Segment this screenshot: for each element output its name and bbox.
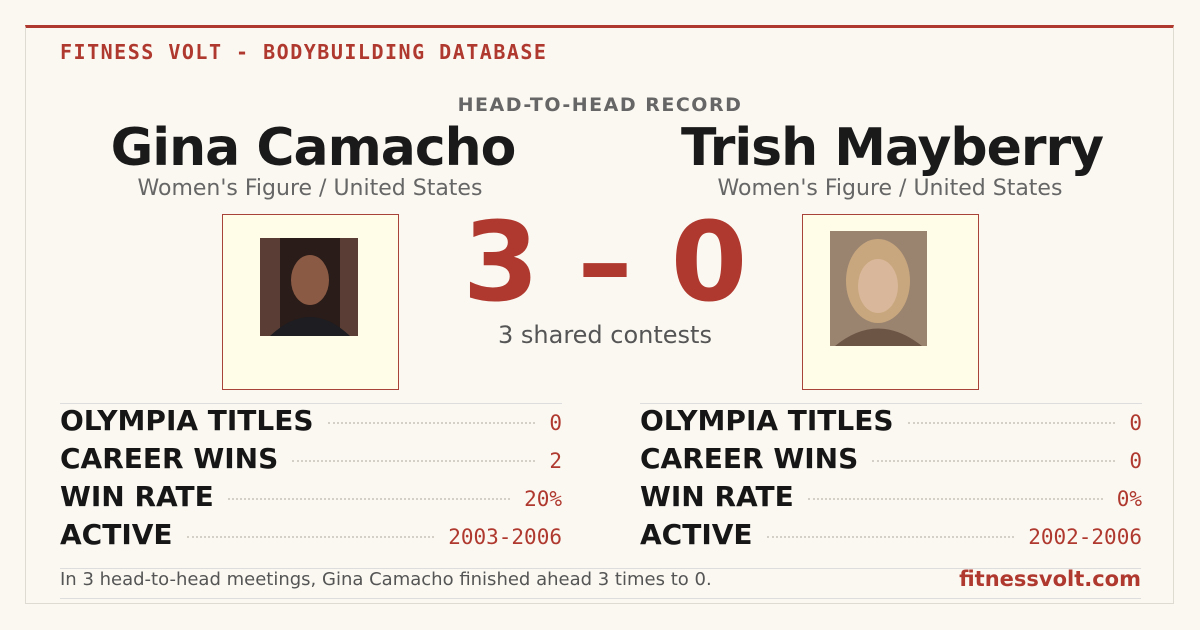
leader: [186, 536, 435, 538]
stat-label: WIN RATE: [60, 480, 214, 513]
athlete-name: Trish Mayberry: [680, 118, 1104, 178]
stat-row: CAREER WINS 0: [640, 442, 1142, 480]
stat-value: 0: [549, 411, 562, 435]
shared-contests: 3 shared contests: [498, 321, 712, 349]
summary: In 3 head-to-head meetings, Gina Camacho…: [60, 569, 712, 590]
title: HEAD-TO-HEAD RECORD: [457, 94, 743, 116]
photo: [830, 231, 927, 346]
photo-frame: [222, 214, 399, 390]
brand: FITNESS VOLT - BODYBUILDING DATABASE: [60, 40, 548, 64]
stats: OLYMPIA TITLES 0 CAREER WINS 0 WIN RATE 0% ACT…: [640, 403, 1142, 556]
photo-frame: [802, 214, 979, 390]
stat-row: OLYMPIA TITLES 0: [640, 404, 1142, 442]
photo: [260, 238, 358, 336]
stat-value: 2: [549, 449, 562, 473]
stat-value: 2003-2006: [448, 525, 562, 549]
stats: OLYMPIA TITLES 0 CAREER WINS 2 WIN RATE 20% AC…: [60, 403, 562, 556]
athlete-name: Gina Camacho: [110, 118, 517, 178]
stat-row: ACTIVE 2003-2006: [60, 518, 562, 556]
stat-row: WIN RATE 20%: [60, 480, 562, 518]
stat-label: OLYMPIA TITLES: [60, 404, 314, 437]
stat-label: ACTIVE: [640, 518, 753, 551]
stat-label: WIN RATE: [640, 480, 794, 513]
leader: [807, 498, 1103, 500]
score: 3 – 0: [462, 198, 748, 326]
stat-value: 0%: [1116, 487, 1142, 511]
athlete-subtitle: Women's Figure / United States: [137, 176, 483, 201]
athlete-subtitle: Women's Figure / United States: [717, 176, 1063, 201]
footer: In 3 head-to-head meetings, Gina Camacho…: [60, 567, 1141, 599]
stat-value: 2002-2006: [1028, 525, 1142, 549]
stat-row: ACTIVE 2002-2006: [640, 518, 1142, 556]
leader: [292, 460, 536, 462]
stat-label: CAREER WINS: [640, 442, 859, 475]
stat-value: 0: [1129, 411, 1142, 435]
stat-row: CAREER WINS 2: [60, 442, 562, 480]
leader: [766, 536, 1015, 538]
leader: [907, 422, 1116, 424]
leader: [227, 498, 511, 500]
stat-label: CAREER WINS: [60, 442, 279, 475]
stat-value: 0: [1129, 449, 1142, 473]
card: [25, 25, 1174, 604]
stat-label: OLYMPIA TITLES: [640, 404, 894, 437]
leader: [872, 460, 1116, 462]
stat-label: ACTIVE: [60, 518, 173, 551]
site-link[interactable]: fitnessvolt.com: [959, 567, 1141, 591]
leader: [327, 422, 536, 424]
stat-row: OLYMPIA TITLES 0: [60, 404, 562, 442]
stat-row: WIN RATE 0%: [640, 480, 1142, 518]
stat-value: 20%: [524, 487, 562, 511]
